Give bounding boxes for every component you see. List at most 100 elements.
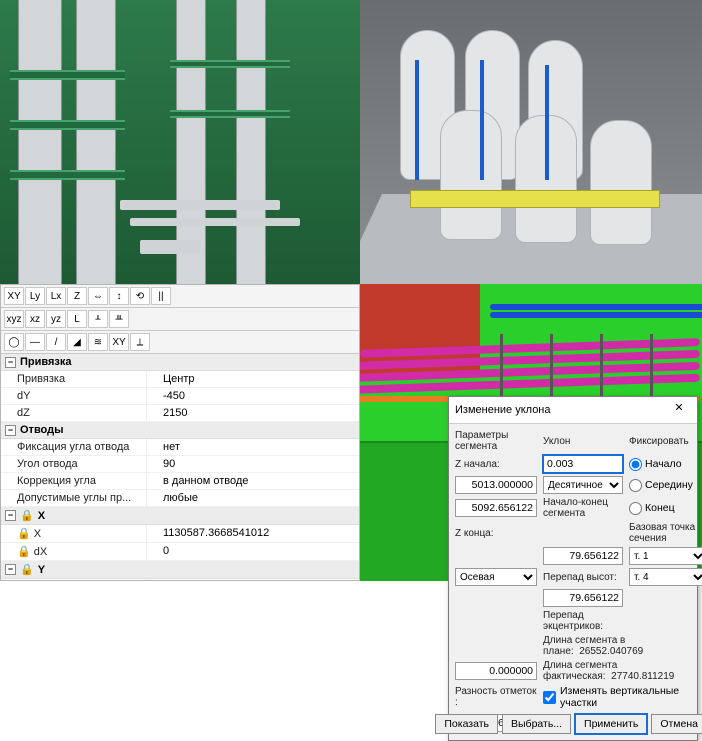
property-key: 🔒 X	[1, 525, 146, 542]
property-group-header[interactable]: −Отводы	[1, 422, 359, 439]
slope-units-select[interactable]: Десятичное отношение	[543, 476, 623, 494]
z-start-label: Z начала:	[455, 459, 537, 470]
seg-start-end-label: Начало-конец сегмента	[543, 497, 623, 519]
z-end-label: Z конца:	[455, 528, 537, 539]
toolbar-button[interactable]: ||	[151, 287, 171, 305]
viewport-top-left[interactable]	[0, 0, 360, 284]
toolbar-button[interactable]: /	[46, 333, 66, 351]
property-row[interactable]: dY-450	[1, 388, 359, 405]
slope-dialog: Изменение уклона ✕ Параметры сегмента Ук…	[448, 396, 698, 741]
property-row[interactable]: Угол отвода90	[1, 456, 359, 473]
property-key: Угол отвода	[1, 456, 146, 472]
close-icon[interactable]: ✕	[667, 401, 691, 419]
pick-button[interactable]: Выбрать...	[502, 714, 571, 734]
property-value[interactable]: 1130587.3668541012	[146, 525, 359, 542]
toolbar-button[interactable]: ◢	[67, 333, 87, 351]
toolbar-button[interactable]: ⟂	[130, 333, 150, 351]
group-title: Отводы	[20, 424, 64, 436]
toolbar-button[interactable]: ᚆ	[88, 310, 108, 328]
fix-mid-radio[interactable]: Середину	[629, 479, 702, 492]
property-group-header[interactable]: −🔒 X	[1, 507, 359, 525]
collapse-icon[interactable]: −	[5, 564, 16, 575]
toolbar-row-3: ◯—/◢≋XY⟂	[1, 331, 359, 354]
fix-end-radio[interactable]: Конец	[629, 502, 702, 515]
property-row[interactable]: Коррекция углав данном отводе	[1, 473, 359, 490]
toolbar-button[interactable]: ↕	[109, 287, 129, 305]
group-title: Привязка	[20, 356, 72, 368]
seg-end-select[interactable]: т. 4	[629, 568, 702, 586]
property-group-header[interactable]: −Привязка	[1, 354, 359, 371]
property-key: 🔒 Y	[1, 579, 146, 580]
property-value[interactable]: Центр	[146, 371, 359, 387]
base-pt-label: Базовая точка сечения	[629, 522, 702, 544]
show-button[interactable]: Показать	[435, 714, 498, 734]
property-row[interactable]: 🔒 X1130587.3668541012	[1, 525, 359, 543]
property-row[interactable]: 🔒 Y1213537.3270200039	[1, 579, 359, 580]
lock-icon: 🔒	[20, 563, 34, 576]
segment-params-label: Параметры сегмента	[455, 430, 537, 452]
property-row[interactable]: 🔒 dX0	[1, 543, 359, 561]
apply-button[interactable]: Применить	[575, 714, 647, 734]
property-key: 🔒 dX	[1, 543, 146, 560]
toolbar-row-2: xyzxzyzLᚆᚇ	[1, 308, 359, 331]
group-title: Y	[38, 564, 45, 576]
property-value[interactable]: 0	[146, 543, 359, 560]
z-start-calc	[455, 499, 537, 517]
dialog-title: Изменение уклона	[455, 404, 551, 416]
property-value[interactable]: -450	[146, 388, 359, 404]
property-key: dY	[1, 388, 146, 404]
toolbar-button[interactable]: XY	[4, 287, 24, 305]
toolbar-row-1: XYLyLxZ⇔↕⟲||	[1, 285, 359, 308]
property-row[interactable]: Допустимые углы пр...любые	[1, 490, 359, 507]
property-grid[interactable]: −ПривязкаПривязкаЦентрdY-450dZ2150−Отвод…	[1, 354, 359, 580]
toolbar-button[interactable]: L	[67, 310, 87, 328]
property-value[interactable]: 90	[146, 456, 359, 472]
collapse-icon[interactable]: −	[5, 425, 16, 436]
property-key: Допустимые углы пр...	[1, 490, 146, 506]
property-group-header[interactable]: −🔒 Y	[1, 561, 359, 579]
cancel-button[interactable]: Отмена	[651, 714, 702, 734]
toolbar-button[interactable]: yz	[46, 310, 66, 328]
toolbar-button[interactable]: Z	[67, 287, 87, 305]
lock-icon: 🔒	[20, 509, 34, 522]
toolbar-button[interactable]: XY	[109, 333, 129, 351]
property-key: Фиксация угла отвода	[1, 439, 146, 455]
base-pt-select[interactable]: Осевая	[455, 568, 537, 586]
z-start-input[interactable]	[455, 476, 537, 494]
property-row[interactable]: ПривязкаЦентр	[1, 371, 359, 388]
property-row[interactable]: Фиксация угла отводанет	[1, 439, 359, 456]
property-key: Привязка	[1, 371, 146, 387]
z-end-input[interactable]	[543, 547, 623, 565]
toolbar-button[interactable]: Lx	[46, 287, 66, 305]
property-value[interactable]: нет	[146, 439, 359, 455]
property-value[interactable]: 1213537.3270200039	[146, 579, 359, 580]
property-key: Коррекция угла	[1, 473, 146, 489]
slope-value-input[interactable]	[543, 455, 623, 473]
toolbar-button[interactable]: —	[25, 333, 45, 351]
group-title: X	[38, 510, 45, 522]
viewport-top-right[interactable]	[360, 0, 702, 284]
property-panel: XYLyLxZ⇔↕⟲|| xyzxzyzLᚆᚇ ◯—/◢≋XY⟂ −Привяз…	[0, 284, 360, 581]
slope-label: Уклон	[543, 436, 623, 447]
ecc-input	[455, 662, 537, 680]
toolbar-button[interactable]: ⟲	[130, 287, 150, 305]
fix-start-radio[interactable]: Начало	[629, 458, 702, 471]
toolbar-button[interactable]: Ly	[25, 287, 45, 305]
seg-start-select[interactable]: т. 1	[629, 547, 702, 565]
toolbar-button[interactable]: xyz	[4, 310, 24, 328]
toolbar-button[interactable]: ᚇ	[109, 310, 129, 328]
property-value[interactable]: в данном отводе	[146, 473, 359, 489]
toolbar-button[interactable]: ≋	[88, 333, 108, 351]
collapse-icon[interactable]: −	[5, 510, 16, 521]
marks-label: Разность отметок :	[455, 686, 537, 708]
toolbar-button[interactable]: xz	[25, 310, 45, 328]
collapse-icon[interactable]: −	[5, 357, 16, 368]
toolbar-button[interactable]: ⇔	[88, 287, 108, 305]
toolbar-button[interactable]: ◯	[4, 333, 24, 351]
property-value[interactable]: 2150	[146, 405, 359, 421]
height-diff-input	[543, 589, 623, 607]
property-row[interactable]: dZ2150	[1, 405, 359, 422]
property-value[interactable]: любые	[146, 490, 359, 506]
change-vertical-checkbox[interactable]: Изменять вертикальные участки	[543, 685, 702, 709]
fix-label: Фиксировать	[629, 436, 702, 447]
